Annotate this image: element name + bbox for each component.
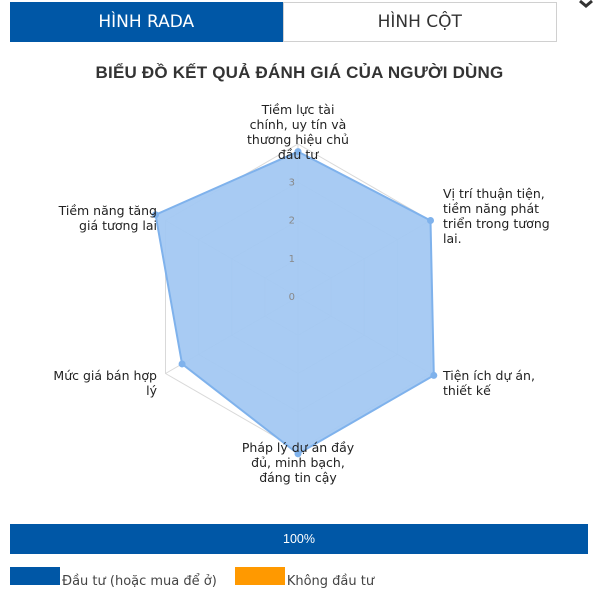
chevron-icon[interactable] [578,0,599,10]
axis-label-line: lai. [443,231,462,246]
legend: Đầu tư (hoặc mua để ở) Không đầu tư [10,567,392,589]
data-point[interactable] [430,371,438,379]
axis-label-line: Tiện ích dự án, [443,368,535,383]
tick-label: 1 [289,254,295,265]
progress-bar: 100% [10,524,588,554]
axis-label-line: triển trong tương [443,216,550,231]
axis-label: Vị trí thuận tiện, tiềm năng phát triển tr… [443,186,550,246]
axis-label-line: Pháp lý dự án đầy [241,440,355,455]
data-point[interactable] [427,217,435,224]
axis-label-line: Vị trí thuận tiện, [443,186,545,201]
tick-label: 3 [289,177,295,188]
data-point[interactable] [178,360,186,368]
axis-label: Tiện ích dự án, thiết kế [443,368,535,398]
tab-column[interactable]: HÌNH CỘT [282,2,557,42]
data-point[interactable] [294,148,302,156]
axis-label-line: tiềm năng phát [443,201,540,216]
axis-label: Tiềm năng tăng giá tương lai [17,203,157,233]
axis-label-line: thương hiệu chủ [247,132,349,147]
legend-item-invest[interactable]: Đầu tư (hoặc mua để ở) [10,567,217,589]
axis-label-line: Tiềm năng tăng [58,203,157,218]
tick-label: 2 [289,216,295,227]
chart-tabs: HÌNH RADA HÌNH CỘT [10,2,557,42]
tick-label: 0 [289,292,295,303]
legend-item-no-invest[interactable]: Không đầu tư [234,567,374,589]
legend-label-no-invest: Không đầu tư [286,574,375,589]
legend-swatch-no-invest [234,567,285,585]
data-point[interactable] [152,211,160,219]
axis-label-line: thiết kế [443,383,491,398]
chart-title: BIỂU ĐỒ KẾT QUẢ ĐÁNH GIÁ CỦA NGƯỜI DÙNG [95,63,504,82]
axis-label-line: Mức giá bán hợp [53,368,157,383]
axis-label: Tiềm lực tài chính, uy tín và thương hiệu … [228,102,368,162]
axis-label-line: chính, uy tín và [249,117,347,132]
legend-label-invest: Đầu tư (hoặc mua để ở) [62,574,217,589]
axis-label-line: đầu tư [277,147,319,162]
axis-label-line: giá tương lai [79,218,157,233]
axis-label-line: Tiềm lực tài [261,102,335,117]
progress-label: 100% [283,532,315,546]
axis-label-line: đủ, minh bạch, [251,455,345,470]
tab-radar[interactable]: HÌNH RADA [10,2,283,42]
legend-swatch-invest [10,567,60,585]
axis-label: Pháp lý dự án đầy đủ, minh bạch, đáng tin … [228,440,368,485]
axis-label-line: đáng tin cậy [259,470,337,485]
axis-label-line: lý [146,383,157,398]
data-point[interactable] [294,450,302,458]
axis-label: Mức giá bán hợp lý [17,368,157,398]
progress-fill [10,524,588,554]
